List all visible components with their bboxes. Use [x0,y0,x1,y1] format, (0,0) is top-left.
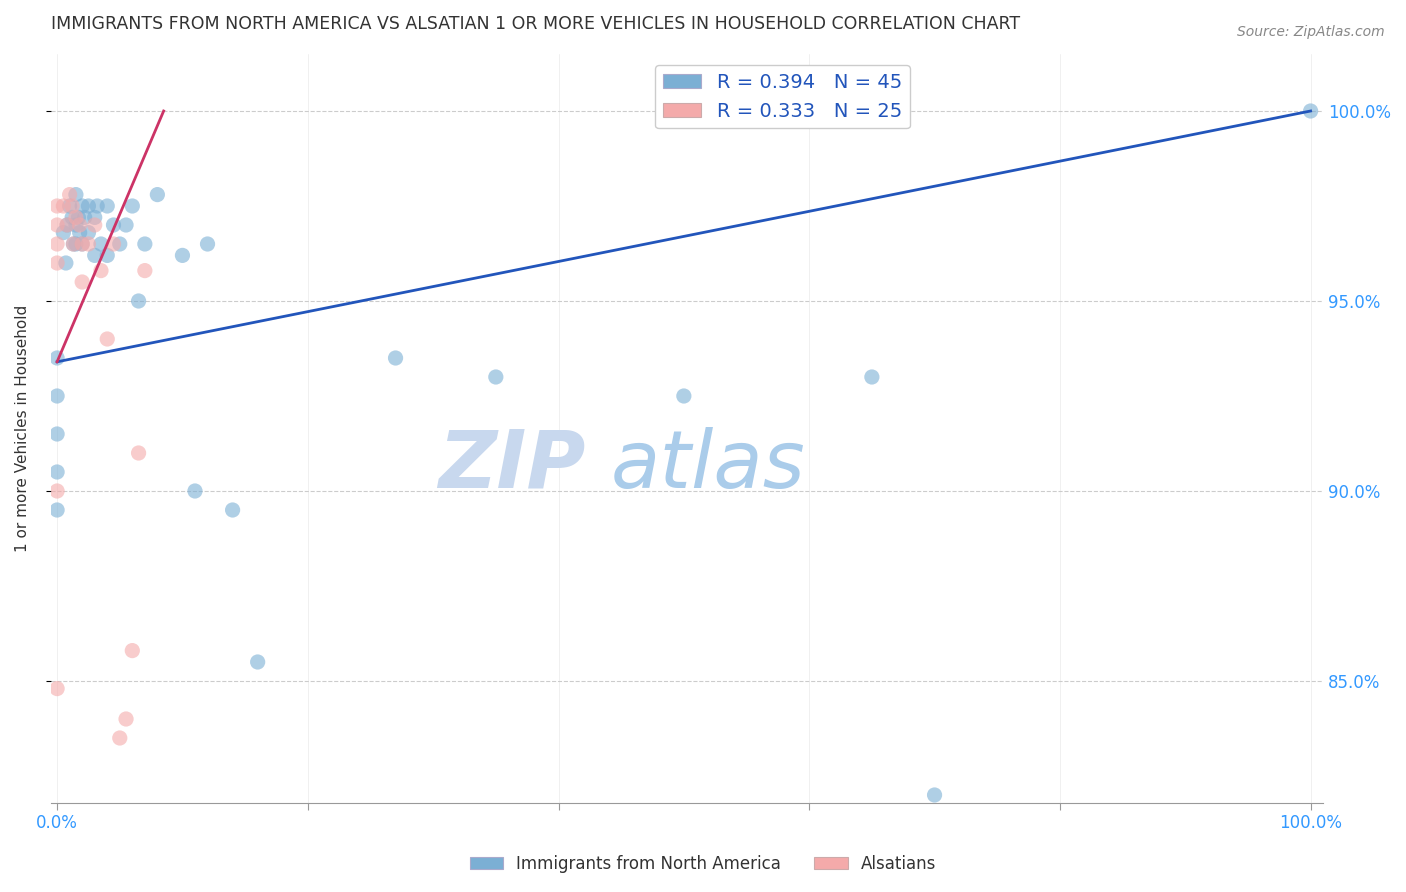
Point [60,211,83,225]
Point [115,712,138,726]
Point [46,237,69,252]
Point [70,237,93,252]
Point [70,275,93,289]
Point [134,237,156,252]
Point [860,370,883,384]
Point [46,218,69,232]
Point [77,199,100,213]
Point [62,237,84,252]
Point [77,226,100,240]
Point [62,237,84,252]
Point [83,248,105,262]
Point [246,655,269,669]
Point [69,226,91,240]
Point [146,187,169,202]
Point [128,446,150,460]
Point [65,237,87,252]
Legend: Immigrants from North America, Alsatians: Immigrants from North America, Alsatians [463,848,943,880]
Point [60,199,83,213]
Point [56,218,79,232]
Point [70,199,93,213]
Point [73,211,96,225]
Point [65,211,87,225]
Point [184,483,207,498]
Point [67,211,90,225]
Text: atlas: atlas [610,426,806,505]
Point [115,218,138,232]
Point [55,256,77,270]
Point [103,218,125,232]
Point [69,218,91,232]
Point [46,503,69,517]
Point [90,263,112,277]
Point [46,199,69,213]
Point [121,643,143,657]
Point [83,211,105,225]
Point [52,199,75,213]
Point [672,389,695,403]
Point [59,187,82,202]
Point [384,351,406,365]
Point [96,332,118,346]
Point [96,248,118,262]
Point [46,389,69,403]
Point [56,218,79,232]
Text: Source: ZipAtlas.com: Source: ZipAtlas.com [1237,25,1385,39]
Point [46,681,69,696]
Point [77,237,100,252]
Point [924,788,946,802]
Point [121,199,143,213]
Point [65,187,87,202]
Point [96,199,118,213]
Text: ZIP: ZIP [437,426,585,505]
Point [221,503,243,517]
Point [46,427,69,442]
Point [46,465,69,479]
Y-axis label: 1 or more Vehicles in Household: 1 or more Vehicles in Household [15,305,30,552]
Point [70,237,93,252]
Point [197,237,219,252]
Point [108,731,131,745]
Point [52,226,75,240]
Point [46,351,69,365]
Legend: R = 0.394   N = 45, R = 0.333   N = 25: R = 0.394 N = 45, R = 0.333 N = 25 [655,65,910,128]
Point [83,218,105,232]
Point [86,199,108,213]
Point [172,248,194,262]
Point [485,370,508,384]
Point [65,218,87,232]
Point [1299,103,1322,118]
Point [59,199,82,213]
Point [46,483,69,498]
Point [103,237,125,252]
Point [46,256,69,270]
Point [108,237,131,252]
Point [90,237,112,252]
Text: IMMIGRANTS FROM NORTH AMERICA VS ALSATIAN 1 OR MORE VEHICLES IN HOUSEHOLD CORREL: IMMIGRANTS FROM NORTH AMERICA VS ALSATIA… [51,15,1019,33]
Point [134,263,156,277]
Point [128,293,150,308]
